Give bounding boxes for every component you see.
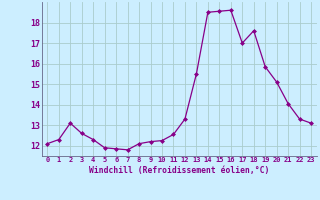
X-axis label: Windchill (Refroidissement éolien,°C): Windchill (Refroidissement éolien,°C) [89, 166, 269, 175]
